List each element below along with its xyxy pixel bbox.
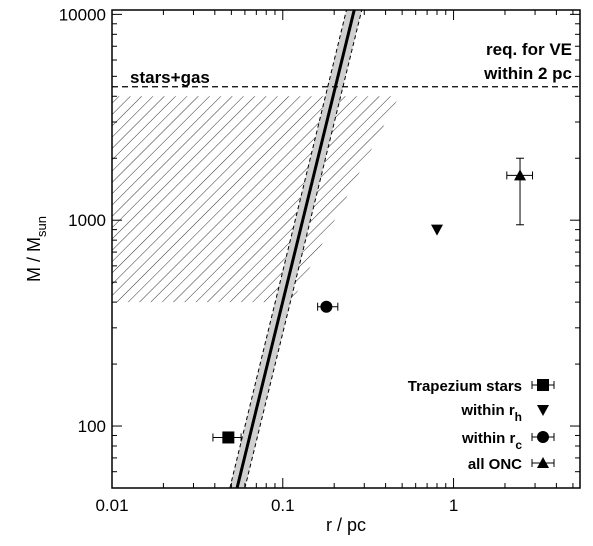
legend-marker-3 [537,457,549,468]
y-tick-label-2: 10000 [59,5,106,24]
y-tick-label-0: 100 [78,417,106,436]
legend-label-trapezium: Trapezium stars [408,378,522,395]
x-axis-label: r / pc [326,515,366,535]
legend-marker-1 [537,405,549,416]
y-tick-label-1: 1000 [68,211,106,230]
annotation-req-line2: within 2 pc [483,64,572,83]
legend: Trapezium stars within rh within rc all … [408,378,555,473]
data-point-1-0 [431,224,444,236]
plot-frame [111,9,581,489]
x-tick-label-2: 1 [449,496,458,515]
legend-markers [531,379,555,468]
plot-area [112,10,580,488]
legend-label-all-onc: all ONC [468,456,522,473]
axes: 0.01 0.1 1 100 1000 10000 [59,5,581,515]
legend-label-within-rc: within rc [461,430,522,452]
hatched-region [112,96,400,303]
y-axis-label: M / Msun [24,216,49,282]
data-point-2-0 [320,300,333,313]
data-point-0-0 [222,431,235,444]
legend-marker-0 [537,379,549,391]
model-central-line [235,10,356,488]
x-tick-label-1: 0.1 [271,496,295,515]
data-point-3-0 [514,169,527,181]
model-band-upper-edge [244,10,363,488]
legend-label-within-rh: within rh [460,402,522,424]
x-tick-label-0: 0.01 [95,496,128,515]
annotation-req-line1: req. for VE [486,40,572,59]
legend-marker-2 [537,431,549,443]
annotation-stars-gas: stars+gas [130,68,210,87]
model-band-lower-edge [229,10,347,488]
